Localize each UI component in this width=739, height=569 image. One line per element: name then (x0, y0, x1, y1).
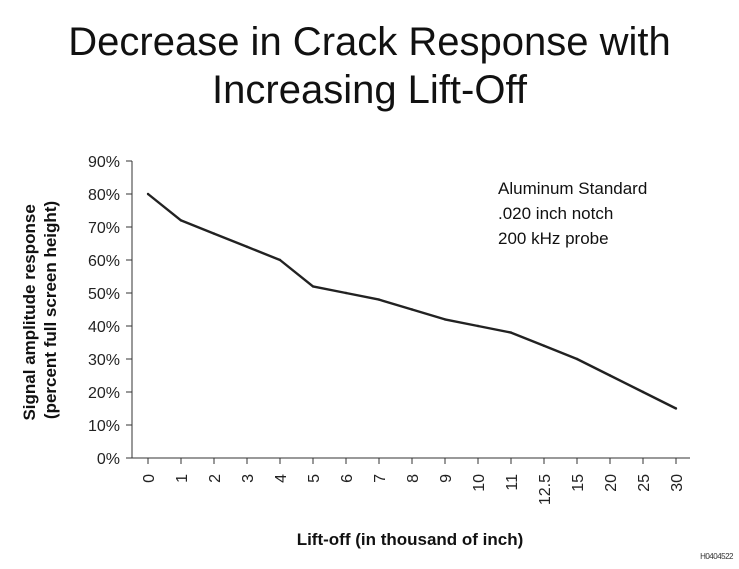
x-tick-label: 11 (504, 474, 521, 491)
data-point (146, 192, 150, 196)
y-tick-label: 90% (88, 154, 120, 171)
data-point (410, 308, 414, 311)
x-tick-label: 20 (603, 474, 620, 492)
x-tick-label: 6 (339, 474, 356, 483)
y-tick-label: 30% (88, 352, 120, 369)
y-axis-label-line-2: (percent full screen height) (41, 201, 60, 419)
x-tick-label: 0 (141, 474, 158, 483)
y-tick-label: 80% (88, 187, 120, 204)
x-axis: 0 1 2 3 4 5 6 7 8 9 10 11 12.5 15 20 25 30 (132, 457, 690, 505)
data-point (509, 331, 513, 334)
data-point (311, 285, 315, 288)
y-axis-label: Signal amplitude response (percent full … (20, 199, 60, 420)
chart-title: Decrease in Crack Response with Increasi… (0, 18, 739, 114)
data-point (575, 357, 579, 361)
data-point (278, 258, 282, 262)
data-point (245, 245, 249, 248)
data-point (443, 318, 447, 321)
data-point (179, 219, 183, 222)
x-tick-label: 2 (207, 474, 224, 483)
y-tick-label: 40% (88, 319, 120, 336)
data-point (212, 232, 216, 235)
data-point (344, 291, 348, 295)
y-axis: 0% 10% 20% 30% 40% 50% 60% 70% 80% 90% (88, 154, 133, 468)
x-tick-label: 10 (471, 474, 488, 492)
chart-title-line-2: Increasing Lift-Off (212, 68, 527, 112)
figure-id: H0404522 (700, 552, 733, 561)
annotation: Aluminum Standard .020 inch notch 200 kH… (498, 179, 647, 248)
series (146, 192, 678, 410)
x-tick-label: 15 (570, 474, 587, 492)
x-tick-label: 1 (174, 474, 191, 483)
annotation-line-1: Aluminum Standard (498, 179, 647, 198)
series-line (147, 193, 677, 410)
y-tick-label: 0% (97, 451, 120, 468)
data-point (641, 390, 645, 394)
x-tick-label: 4 (273, 474, 290, 483)
x-tick-label: 5 (306, 474, 323, 483)
y-tick-label: 10% (88, 418, 120, 435)
x-axis-label: Lift-off (in thousand of inch) (297, 530, 524, 549)
annotation-line-2: .020 inch notch (498, 204, 613, 223)
chart-title-line-1: Decrease in Crack Response with (68, 20, 671, 64)
x-tick-label: 12.5 (537, 474, 554, 505)
x-tick-label: 9 (438, 474, 455, 483)
y-tick-label: 60% (88, 253, 120, 270)
x-tick-label: 7 (372, 474, 389, 483)
x-tick-label: 3 (240, 474, 257, 483)
y-tick-label: 50% (88, 286, 120, 303)
y-tick-label: 20% (88, 385, 120, 402)
x-tick-label: 25 (636, 474, 653, 492)
data-point (542, 344, 546, 347)
x-tick-label: 30 (669, 474, 686, 492)
y-tick-label: 70% (88, 220, 120, 237)
annotation-line-3: 200 kHz probe (498, 229, 609, 248)
data-point (476, 324, 480, 328)
data-point (377, 298, 381, 301)
y-axis-label-line-1: Signal amplitude response (20, 204, 39, 420)
x-tick-label: 8 (405, 474, 422, 483)
data-point (608, 374, 612, 377)
data-point (674, 407, 678, 410)
